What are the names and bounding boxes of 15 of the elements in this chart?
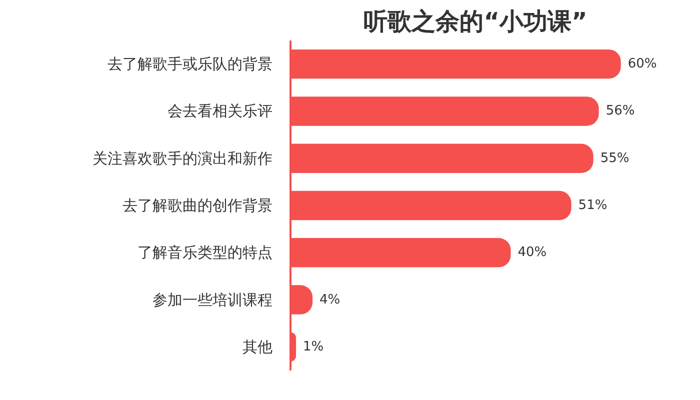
- data-label: 56%: [606, 104, 635, 119]
- chart-title: 听歌之余的“小功课”: [364, 8, 588, 36]
- y-tick-label: 去了解歌手或乐队的背景: [108, 55, 272, 74]
- data-label: 51%: [578, 198, 608, 213]
- y-tick-label: 去了解歌曲的创作背景: [122, 196, 272, 214]
- data-label: 55%: [600, 150, 630, 166]
- y-tick-label: 会去看相关乐评: [168, 102, 272, 120]
- y-tick-label: 其他: [242, 338, 272, 356]
- data-label: 1%: [303, 339, 324, 354]
- data-label: 60%: [628, 56, 657, 72]
- y-tick-label: 了解音乐类型的特点: [138, 244, 272, 262]
- data-label: 40%: [518, 245, 547, 260]
- y-tick-label: 关注喜欢歌手的演出和新作: [92, 149, 272, 168]
- data-label: 4%: [320, 292, 340, 308]
- y-tick-label: 参加一些培训课程: [152, 290, 272, 309]
